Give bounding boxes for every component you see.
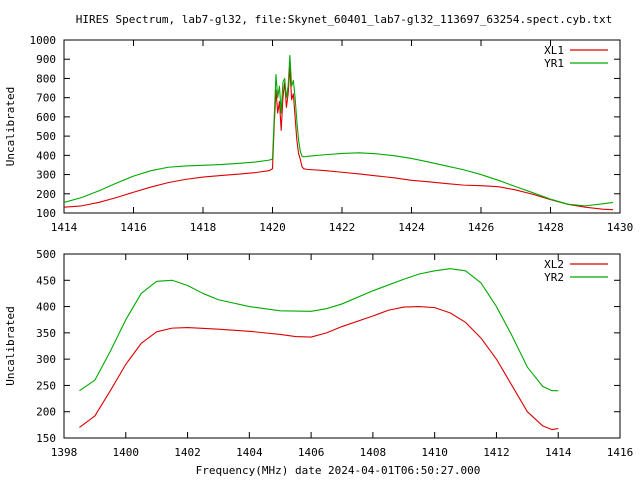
y-axis-label: Uncalibrated bbox=[4, 306, 17, 385]
x-tick-label: 1410 bbox=[421, 446, 448, 459]
series-line-xl2 bbox=[79, 306, 559, 431]
y-tick-label: 700 bbox=[36, 92, 56, 105]
x-tick-label: 1400 bbox=[113, 446, 140, 459]
series-line-yr2 bbox=[79, 268, 559, 392]
x-tick-label: 1414 bbox=[51, 221, 78, 234]
y-tick-label: 900 bbox=[36, 53, 56, 66]
y-tick-label: 600 bbox=[36, 111, 56, 124]
x-tick-label: 1416 bbox=[120, 221, 147, 234]
plot-frame bbox=[63, 253, 621, 439]
y-tick-label: 400 bbox=[36, 149, 56, 162]
y-tick-label: 800 bbox=[36, 72, 56, 85]
x-tick-label: 1404 bbox=[236, 446, 263, 459]
y-tick-label: 100 bbox=[36, 207, 56, 220]
plot-frame bbox=[63, 39, 621, 214]
series-line-yr1 bbox=[63, 54, 614, 207]
x-tick-label: 1408 bbox=[360, 446, 387, 459]
y-tick-label: 150 bbox=[36, 432, 56, 445]
x-tick-label: 1426 bbox=[468, 221, 495, 234]
x-tick-label: 1414 bbox=[545, 446, 572, 459]
y-tick-label: 500 bbox=[36, 248, 56, 261]
y-tick-label: 200 bbox=[36, 188, 56, 201]
y-tick-label: 350 bbox=[36, 327, 56, 340]
x-tick-label: 1402 bbox=[174, 446, 201, 459]
legend-label-xl2: XL2 bbox=[544, 258, 564, 271]
top-spectrum-panel: 1414 1416 1418 1420 1422 1424 1426 1428 1430 100 2… bbox=[4, 34, 633, 234]
figure-title: HIRES Spectrum, lab7-gl32, file:Skynet_6… bbox=[76, 13, 612, 26]
x-tick-label: 1424 bbox=[398, 221, 425, 234]
x-tick-label: 1412 bbox=[483, 446, 510, 459]
x-tick-label: 1416 bbox=[607, 446, 634, 459]
y-tick-label: 400 bbox=[36, 301, 56, 314]
x-tick-label: 1418 bbox=[190, 221, 217, 234]
y-axis-label: Uncalibrated bbox=[4, 87, 17, 166]
x-axis-footer-label: Frequency(MHz) date 2024-04-01T06:50:27.… bbox=[196, 464, 481, 477]
y-tick-label: 450 bbox=[36, 274, 56, 287]
y-tick-label: 300 bbox=[36, 353, 56, 366]
y-tick-label: 500 bbox=[36, 130, 56, 143]
legend-label-xl1: XL1 bbox=[544, 44, 564, 57]
x-tick-label: 1420 bbox=[259, 221, 286, 234]
series-line-xl1 bbox=[63, 66, 614, 211]
y-tick-label: 1000 bbox=[30, 34, 57, 47]
x-tick-label: 1406 bbox=[298, 446, 325, 459]
y-tick-label: 200 bbox=[36, 406, 56, 419]
bottom-spectrum-panel: 1398 1400 1402 1404 1406 1408 1410 1412 1414 1416… bbox=[4, 248, 633, 459]
legend-label-yr1: YR1 bbox=[544, 57, 564, 70]
y-tick-label: 300 bbox=[36, 169, 56, 182]
x-tick-label: 1428 bbox=[537, 221, 564, 234]
x-tick-label: 1430 bbox=[607, 221, 634, 234]
legend-label-yr2: YR2 bbox=[544, 271, 564, 284]
x-tick-label: 1422 bbox=[329, 221, 356, 234]
y-tick-label: 250 bbox=[36, 379, 56, 392]
x-tick-label: 1398 bbox=[51, 446, 78, 459]
